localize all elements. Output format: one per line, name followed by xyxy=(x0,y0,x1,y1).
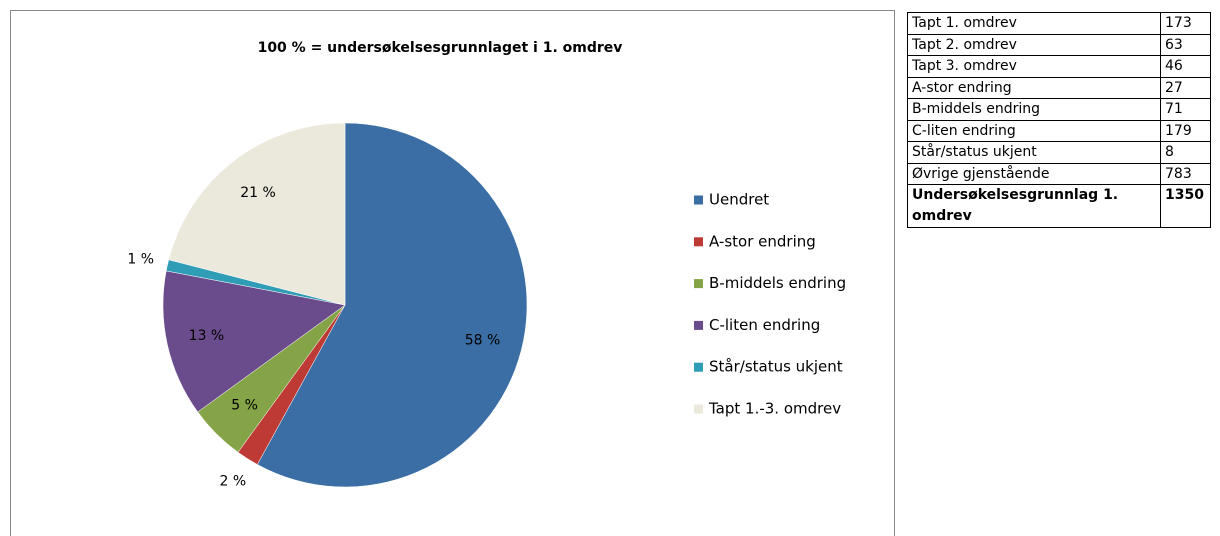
pie-slice xyxy=(256,122,528,488)
table-cell: 1350 xyxy=(1160,184,1211,228)
table-cell: Øvrige gjenstående xyxy=(907,162,1161,185)
table-cell: C-liten endring xyxy=(907,119,1161,142)
table-row: Står/status ukjent 8 xyxy=(907,141,1211,164)
legend-swatch xyxy=(694,404,703,414)
legend-swatch xyxy=(694,195,703,205)
legend-swatch xyxy=(694,237,703,247)
table-cell: 8 xyxy=(1160,141,1211,164)
table-cell: 27 xyxy=(1160,76,1211,99)
table-row: A-stor endring 27 xyxy=(907,76,1211,99)
table-cell: Tapt 2. omdrev xyxy=(907,33,1161,56)
table-cell: Tapt 1. omdrev xyxy=(907,12,1161,35)
chart-title: 100 % = undersøkelsesgrunnlaget i 1. omd… xyxy=(258,40,623,56)
data-label: 5 % xyxy=(231,397,258,413)
table-cell: 46 xyxy=(1160,55,1211,78)
pie-slice xyxy=(162,270,346,413)
legend-label: Står/status ukjent xyxy=(709,358,843,376)
table-row: C-liten endring 179 xyxy=(907,119,1211,142)
table-row: Undersøkelsesgrunnlag 1. omdrev 1350 xyxy=(907,184,1211,228)
table-row: Tapt 1. omdrev 173 xyxy=(907,12,1211,35)
table-cell: B-middels endring xyxy=(907,98,1161,121)
table-row: B-middels endring 71 xyxy=(907,98,1211,121)
table-row: Tapt 2. omdrev 63 xyxy=(907,33,1211,56)
table-cell: 179 xyxy=(1160,119,1211,142)
data-label: 1 % xyxy=(127,251,154,267)
table-cell: A-stor endring xyxy=(907,76,1161,99)
legend-swatch xyxy=(694,279,703,289)
table-cell: Står/status ukjent xyxy=(907,141,1161,164)
chart: 100 % = undersøkelsesgrunnlaget i 1. omd… xyxy=(10,10,895,536)
table-cell: 63 xyxy=(1160,33,1211,56)
table-cell: 173 xyxy=(1160,12,1211,35)
legend-label: Uendret xyxy=(709,191,769,209)
legend-label: Tapt 1.-3. omdrev xyxy=(708,400,841,418)
legend-swatch xyxy=(694,320,703,330)
table-cell: Tapt 3. omdrev xyxy=(907,55,1161,78)
legend-label: A-stor endring xyxy=(709,232,816,250)
legend-swatch xyxy=(694,362,703,372)
table-row: Øvrige gjenstående 783 xyxy=(907,162,1211,185)
data-label: 13 % xyxy=(189,328,225,344)
data-label: 58 % xyxy=(465,332,501,348)
data-table: Tapt 1. omdrev 173 Tapt 2. omdrev 63 Tapt 3.… xyxy=(907,12,1211,228)
table-row: Tapt 3. omdrev 46 xyxy=(907,55,1211,78)
table-cell: 71 xyxy=(1160,98,1211,121)
data-label: 21 % xyxy=(240,185,276,201)
pie-slice xyxy=(168,122,346,306)
legend-label: B-middels endring xyxy=(709,274,846,292)
table-cell: 783 xyxy=(1160,162,1211,185)
legend-label: C-liten endring xyxy=(709,316,820,334)
table-cell: Undersøkelsesgrunnlag 1. omdrev xyxy=(907,184,1161,228)
data-label: 2 % xyxy=(220,474,247,490)
